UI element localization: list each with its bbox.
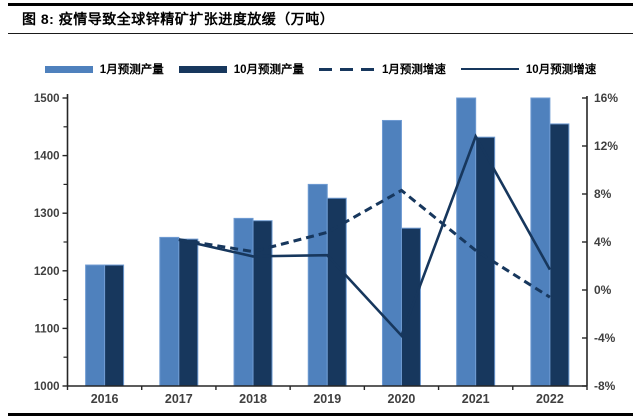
legend-label: 10月预测产量: [233, 64, 304, 76]
legend-swatch-bar: [178, 65, 227, 73]
legend-item: 1月预测产量: [44, 61, 164, 77]
x-axis-category-label: 2016: [91, 392, 119, 406]
x-axis-category-label: 2021: [462, 392, 490, 406]
right-axis-tick-label: 12%: [594, 139, 618, 153]
left-axis-tick-label: 1500: [34, 93, 60, 105]
x-axis-category-label: 2022: [536, 392, 564, 406]
left-axis-tick-label: 1000: [34, 381, 60, 393]
legend-swatch-solid-line: [460, 67, 519, 71]
bar-2020-s0: [381, 119, 402, 387]
right-axis-tick-label: 8%: [594, 187, 612, 201]
legend-item: 10月预测产量: [178, 61, 304, 77]
legend-swatch-dashed-line: [319, 67, 375, 71]
bar-2018-s0: [233, 217, 254, 387]
left-axis-tick-label: 1100: [35, 323, 60, 335]
chart-legend: 1月预测产量 10月预测产量 1月预测增速 10月预测增速: [0, 61, 641, 77]
chart-svg: 1000 1100 1200 1300 1400 1500 -8% -4% 0% 4% 8% 12% 1…: [34, 91, 618, 406]
figure-title: 图 8: 疫情导致全球锌精矿扩张进度放缓（万吨）: [22, 11, 335, 27]
x-axis-category-label: 2017: [165, 392, 193, 406]
legend-label: 1月预测产量: [99, 64, 164, 76]
legend-item: 10月预测增速: [460, 61, 597, 77]
x-axis-category-label: 2019: [313, 392, 341, 406]
left-axis-tick-label: 1200: [34, 266, 60, 278]
legend-swatch-bar: [44, 65, 93, 73]
legend-label: 10月预测增速: [525, 64, 597, 76]
right-axis-tick-label: 16%: [594, 91, 618, 105]
right-axis-tick-label: -8%: [594, 379, 616, 393]
title-divider: [8, 33, 633, 34]
bar-2017-s1: [178, 238, 199, 387]
legend-item: 1月预测增速: [319, 61, 446, 77]
line-solid: [178, 133, 552, 339]
left-axis-tick-label: 1400: [34, 151, 60, 163]
bar-2016-s1: [104, 264, 125, 387]
bar-2017-s0: [159, 236, 180, 387]
legend-label: 1月预测增速: [382, 64, 446, 76]
right-axis-tick-label: 4%: [594, 235, 612, 249]
x-axis-category-label: 2020: [388, 392, 416, 406]
bar-2022-s1: [549, 123, 570, 387]
figure-bottom-border: [8, 413, 633, 416]
figure-top-border: [8, 3, 633, 6]
right-axis-tick-label: 0%: [594, 283, 612, 297]
right-axis-tick-label: -4%: [594, 331, 616, 345]
bar-2018-s1: [252, 220, 273, 387]
left-axis-tick-label: 1300: [34, 208, 60, 220]
bar-2019-s0: [307, 183, 328, 387]
x-axis-category-label: 2018: [239, 392, 267, 406]
bar-2016-s0: [85, 264, 106, 387]
